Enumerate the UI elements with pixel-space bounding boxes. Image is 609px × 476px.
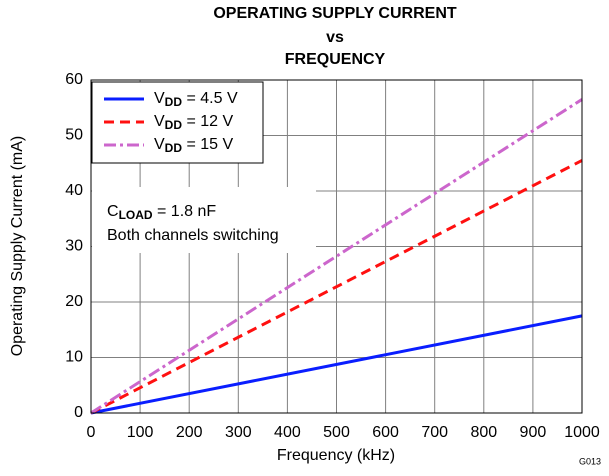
x-tick-label: 700 <box>421 424 448 441</box>
y-tick-label: 10 <box>65 349 83 366</box>
chart-title: OPERATING SUPPLY CURRENT <box>213 5 457 22</box>
legend-label: VDD = 4.5 V <box>154 90 238 109</box>
x-tick-label: 0 <box>87 424 96 441</box>
annotation-box <box>92 187 316 253</box>
annotation: CLOAD = 1.8 nF <box>107 203 216 222</box>
x-tick-label: 900 <box>520 424 547 441</box>
y-tick-label: 30 <box>65 238 83 255</box>
y-tick-label: 40 <box>65 182 83 199</box>
legend-label: VDD = 12 V <box>154 113 233 132</box>
x-tick-label: 300 <box>225 424 252 441</box>
y-tick-label: 0 <box>74 404 83 421</box>
series-line <box>90 314 583 415</box>
x-tick-label: 1000 <box>564 424 600 441</box>
chart-title: FREQUENCY <box>285 51 386 68</box>
series-line <box>90 98 583 415</box>
x-axis-label: Frequency (kHz) <box>277 447 395 464</box>
x-tick-label: 200 <box>176 424 203 441</box>
x-tick-label: 800 <box>470 424 497 441</box>
annotation: Both channels switching <box>107 227 279 244</box>
series-line <box>90 159 583 415</box>
plot-frame <box>90 79 583 414</box>
y-tick-label: 60 <box>65 71 83 88</box>
x-tick-label: 600 <box>372 424 399 441</box>
x-tick-label: 100 <box>127 424 154 441</box>
legend-label: VDD = 15 V <box>154 136 233 155</box>
x-tick-label: 400 <box>274 424 301 441</box>
chart-title: vs <box>326 29 344 46</box>
y-axis-label: Operating Supply Current (mA) <box>9 136 26 357</box>
y-tick-label: 20 <box>65 293 83 310</box>
x-tick-label: 500 <box>323 424 350 441</box>
y-tick-label: 50 <box>65 127 83 144</box>
figure-code: G013 <box>579 456 601 466</box>
